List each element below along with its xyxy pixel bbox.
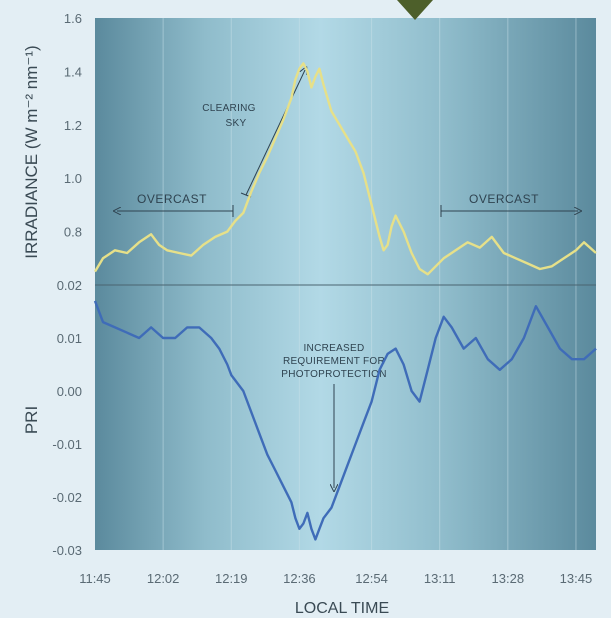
series-line-bottom [93, 300, 597, 541]
triangle-marker-icon [397, 0, 433, 20]
y-tick-label: -0.03 [52, 543, 82, 558]
annotation-photoprotection: INCREASED REQUIREMENT FOR PHOTOPROTECTIO… [281, 343, 386, 488]
x-tick-label: 13:28 [492, 571, 525, 586]
x-tick-label: 13:11 [424, 571, 456, 586]
annotation-overcast-right: OVERCAST [440, 192, 578, 217]
clearing-sky-label-1: CLEARING [202, 103, 256, 114]
y-tick-label: 0.02 [57, 278, 82, 293]
y-tick-label: 0.8 [64, 225, 82, 240]
y-tick-label: 1.4 [64, 64, 82, 79]
clearing-sky-label-2: SKY [226, 118, 247, 129]
photoprotection-label-1: INCREASED [303, 343, 364, 354]
y-tick-label: -0.01 [52, 437, 82, 452]
tick-labels: 11:45 12:02 12:19 12:36 12:54 13:11 13:28 13:45… [52, 11, 592, 586]
y-tick-label: 0.01 [57, 331, 82, 346]
annotation-overcast-left: OVERCAST [117, 192, 234, 217]
x-tick-label: 12:19 [215, 571, 248, 586]
photoprotection-label-2: REQUIREMENT FOR [283, 356, 385, 367]
y-axis-label-pri: PRI [22, 406, 41, 434]
y-tick-label: 1.0 [64, 171, 82, 186]
x-tick-label: 11:45 [79, 571, 111, 586]
y-tick-label: 0.00 [57, 384, 82, 399]
y-axis-label-irradiance: IRRADIANCE (W m⁻² nm⁻¹) [22, 45, 41, 258]
overcast-left-label: OVERCAST [137, 192, 207, 206]
y-tick-label: 1.2 [64, 118, 82, 133]
y-tick-label: -0.02 [52, 490, 82, 505]
vertical-grid [162, 18, 577, 550]
x-tick-label: 12:02 [147, 571, 180, 586]
x-tick-label: 12:36 [283, 571, 316, 586]
x-tick-label: 13:45 [560, 571, 593, 586]
y-tick-label: 1.6 [64, 11, 82, 26]
overcast-right-label: OVERCAST [469, 192, 539, 206]
x-tick-label: 12:54 [355, 571, 388, 586]
series-line-top [93, 62, 597, 276]
photoprotection-label-3: PHOTOPROTECTION [281, 369, 386, 380]
x-axis-label: LOCAL TIME [295, 600, 389, 617]
series-lines [93, 62, 597, 541]
plot-background [95, 18, 596, 550]
